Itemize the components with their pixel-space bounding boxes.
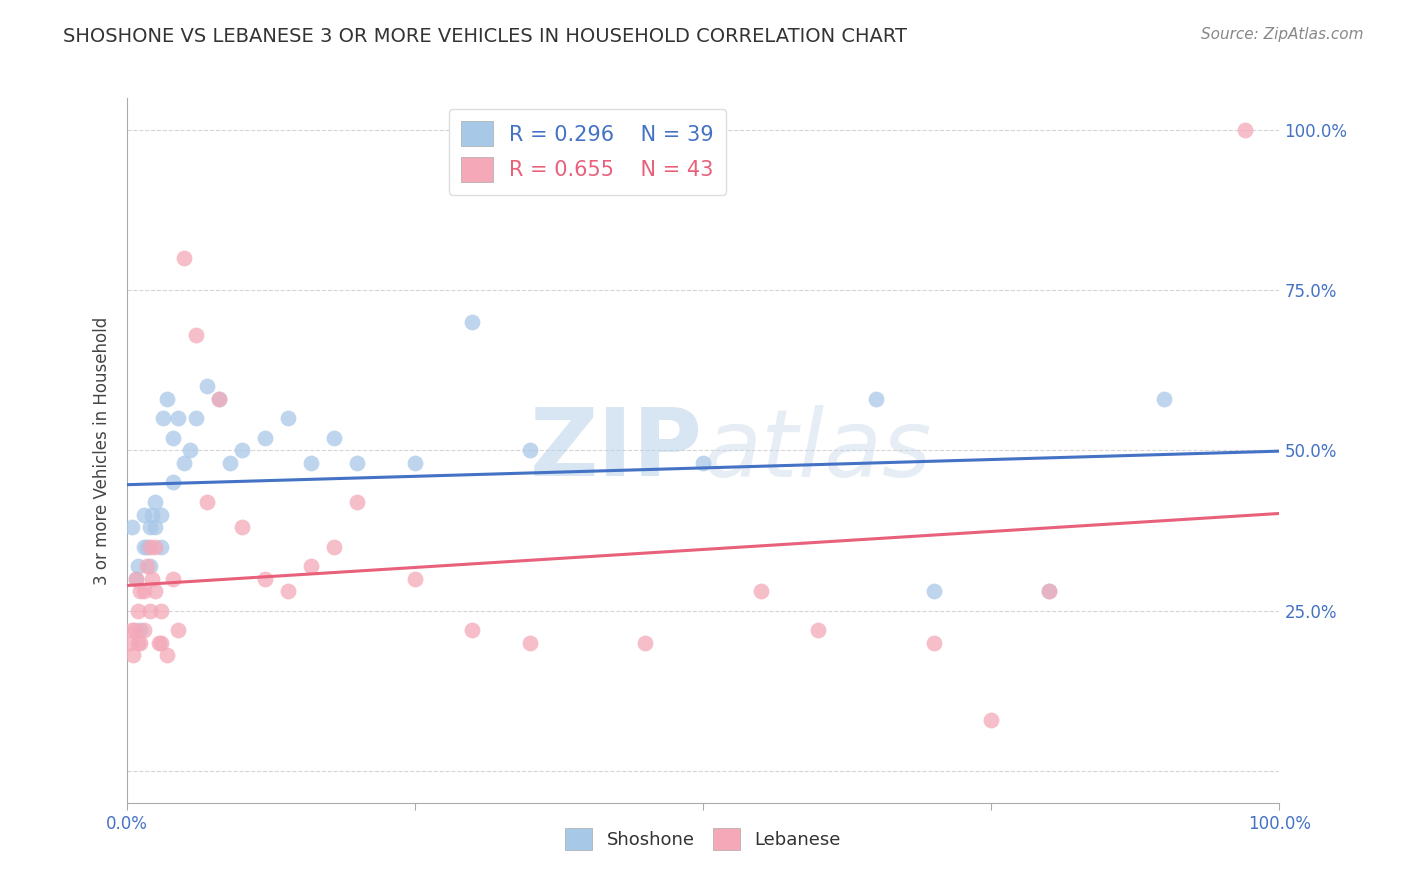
Point: [162, 431, 184, 445]
Point: [208, 392, 231, 407]
Point: [129, 635, 152, 649]
Point: [125, 572, 148, 586]
Point: [253, 431, 276, 445]
Point: [865, 392, 887, 407]
Point: [1153, 392, 1175, 407]
Point: [299, 558, 322, 573]
Point: [231, 520, 253, 534]
Point: [167, 623, 190, 637]
Point: [150, 604, 173, 618]
Point: [138, 520, 160, 534]
Point: [121, 623, 143, 637]
Point: [138, 604, 160, 618]
Point: [173, 456, 195, 470]
Point: [150, 635, 173, 649]
Point: [132, 584, 155, 599]
Point: [127, 558, 149, 573]
Point: [122, 648, 145, 663]
Point: [150, 540, 173, 554]
Point: [125, 572, 148, 586]
Point: [121, 520, 143, 534]
Y-axis label: 3 or more Vehicles in Household: 3 or more Vehicles in Household: [93, 317, 111, 584]
Point: [152, 411, 174, 425]
Point: [1038, 584, 1060, 599]
Point: [253, 572, 276, 586]
Point: [184, 411, 207, 425]
Point: [132, 623, 155, 637]
Point: [323, 540, 346, 554]
Text: SHOSHONE VS LEBANESE 3 OR MORE VEHICLES IN HOUSEHOLD CORRELATION CHART: SHOSHONE VS LEBANESE 3 OR MORE VEHICLES …: [63, 27, 907, 45]
Point: [173, 252, 195, 266]
Point: [231, 443, 253, 458]
Point: [162, 475, 184, 490]
Point: [136, 558, 159, 573]
Point: [132, 540, 155, 554]
Point: [404, 572, 426, 586]
Text: Source: ZipAtlas.com: Source: ZipAtlas.com: [1201, 27, 1364, 42]
Point: [692, 456, 714, 470]
Point: [127, 604, 149, 618]
Point: [195, 494, 218, 508]
Point: [1038, 584, 1060, 599]
Text: atlas: atlas: [703, 405, 931, 496]
Point: [162, 572, 184, 586]
Text: ZIP: ZIP: [530, 404, 703, 497]
Point: [148, 635, 170, 649]
Point: [277, 411, 299, 425]
Point: [179, 443, 201, 458]
Point: [129, 584, 152, 599]
Point: [346, 456, 368, 470]
Point: [922, 635, 945, 649]
Point: [150, 508, 173, 522]
Point: [519, 443, 541, 458]
Point: [136, 540, 159, 554]
Legend: Shoshone, Lebanese: Shoshone, Lebanese: [558, 821, 848, 857]
Point: [980, 713, 1002, 727]
Point: [167, 411, 190, 425]
Point: [1233, 123, 1256, 137]
Point: [145, 540, 166, 554]
Point: [138, 540, 160, 554]
Point: [124, 623, 146, 637]
Point: [807, 623, 830, 637]
Point: [184, 328, 207, 343]
Point: [346, 494, 368, 508]
Point: [323, 431, 346, 445]
Point: [118, 635, 141, 649]
Point: [145, 584, 166, 599]
Point: [195, 379, 218, 393]
Point: [461, 315, 484, 329]
Point: [156, 648, 179, 663]
Point: [132, 508, 155, 522]
Point: [145, 520, 166, 534]
Point: [141, 572, 163, 586]
Point: [219, 456, 242, 470]
Point: [749, 584, 772, 599]
Point: [519, 635, 541, 649]
Point: [922, 584, 945, 599]
Point: [156, 392, 179, 407]
Point: [138, 558, 160, 573]
Point: [129, 623, 152, 637]
Point: [634, 635, 657, 649]
Point: [145, 494, 166, 508]
Point: [404, 456, 426, 470]
Point: [277, 584, 299, 599]
Point: [208, 392, 231, 407]
Point: [299, 456, 322, 470]
Point: [141, 508, 163, 522]
Point: [127, 635, 149, 649]
Point: [461, 623, 484, 637]
